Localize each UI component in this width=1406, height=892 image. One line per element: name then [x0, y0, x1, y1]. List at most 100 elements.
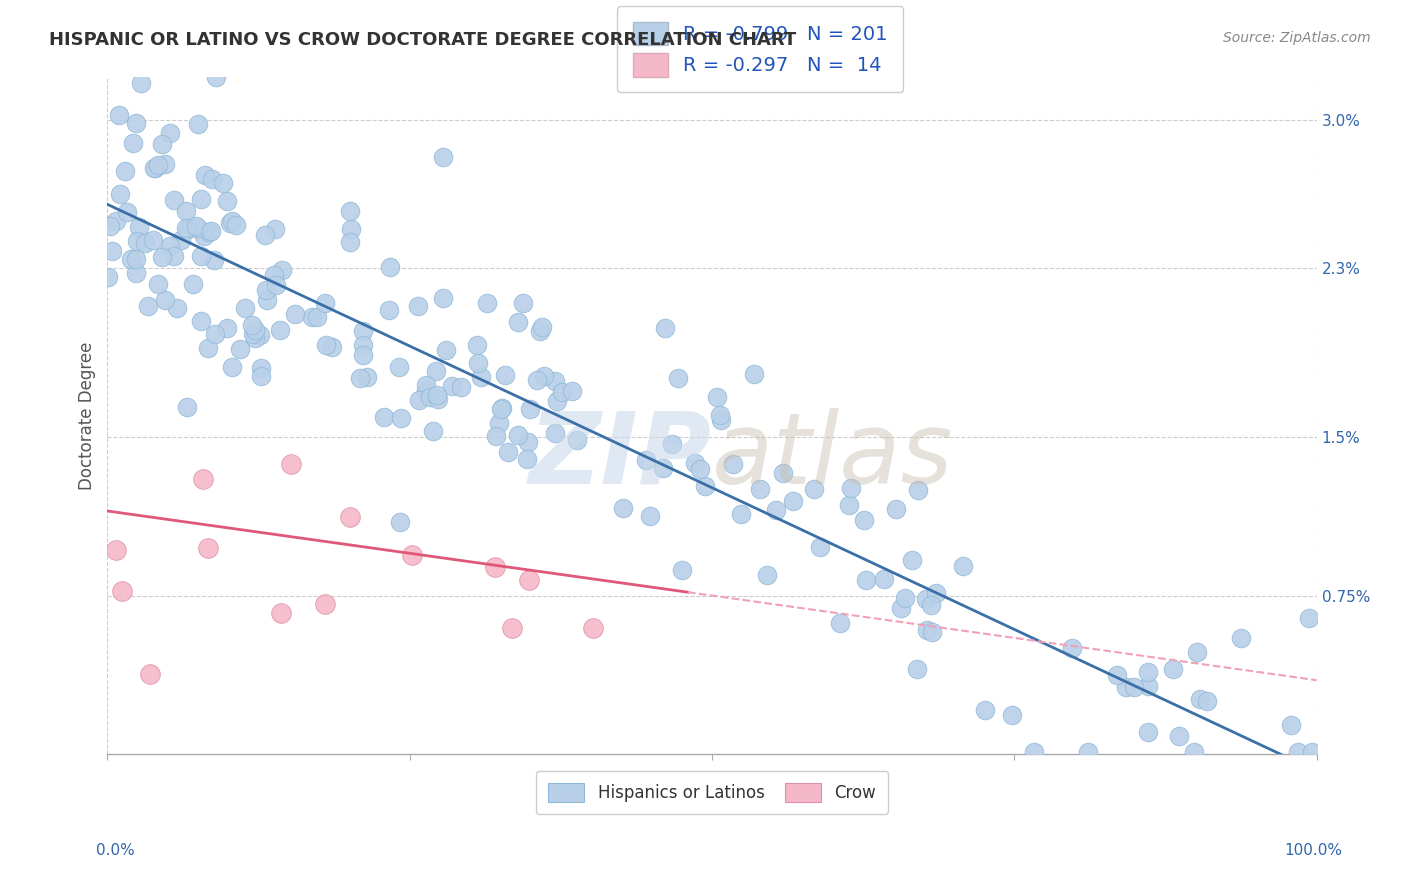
Point [256, 293, 278, 307]
Point [340, 221, 363, 235]
Point [440, 379, 463, 393]
Point [519, 402, 541, 417]
Point [229, 342, 252, 356]
Point [530, 320, 553, 334]
Point [516, 452, 538, 467]
Point [636, 453, 658, 467]
Point [190, 192, 212, 206]
Point [920, 598, 942, 612]
Point [339, 509, 361, 524]
Point [1230, 631, 1253, 645]
Point [264, 221, 287, 235]
Point [163, 249, 186, 263]
Point [111, 583, 134, 598]
Point [249, 327, 271, 342]
Point [225, 218, 247, 232]
Point [352, 324, 374, 338]
Point [242, 326, 264, 341]
Point [120, 252, 142, 266]
Point [756, 568, 779, 582]
Point [349, 371, 371, 385]
Point [506, 427, 529, 442]
Point [187, 220, 209, 235]
Point [543, 374, 565, 388]
Point [1137, 665, 1160, 679]
Point [215, 321, 238, 335]
Point [654, 321, 676, 335]
Point [415, 377, 437, 392]
Point [475, 295, 498, 310]
Point [101, 244, 124, 259]
Point [202, 252, 225, 267]
Point [305, 310, 328, 324]
Point [107, 108, 129, 122]
Point [546, 393, 568, 408]
Point [339, 235, 361, 249]
Point [125, 266, 148, 280]
Point [190, 313, 212, 327]
Point [176, 204, 198, 219]
Point [243, 323, 266, 337]
Point [721, 457, 744, 471]
Point [122, 136, 145, 150]
Point [1195, 694, 1218, 708]
Point [378, 260, 401, 274]
Point [432, 151, 454, 165]
Text: 0.0%: 0.0% [96, 843, 135, 858]
Point [269, 323, 291, 337]
Point [280, 457, 302, 471]
Point [125, 116, 148, 130]
Point [1167, 729, 1189, 743]
Point [567, 434, 589, 448]
Point [422, 424, 444, 438]
Point [1137, 725, 1160, 739]
Y-axis label: Doctorate Degree: Doctorate Degree [79, 342, 96, 490]
Point [921, 625, 943, 640]
Point [190, 249, 212, 263]
Point [152, 137, 174, 152]
Point [890, 601, 912, 615]
Point [488, 416, 510, 430]
Point [425, 364, 447, 378]
Point [828, 615, 851, 630]
Point [145, 161, 167, 176]
Point [561, 384, 583, 398]
Point [1286, 745, 1309, 759]
Point [339, 204, 361, 219]
Point [352, 338, 374, 352]
Point [174, 221, 197, 235]
Point [373, 410, 395, 425]
Point [159, 238, 181, 252]
Point [114, 164, 136, 178]
Point [772, 466, 794, 480]
Point [1161, 662, 1184, 676]
Point [249, 369, 271, 384]
Point [638, 509, 661, 524]
Point [905, 662, 928, 676]
Point [205, 70, 228, 85]
Point [533, 369, 555, 384]
Point [134, 236, 156, 251]
Point [512, 295, 534, 310]
Point [264, 278, 287, 293]
Point [356, 370, 378, 384]
Point [952, 559, 974, 574]
Legend: Hispanics or Latinos, Crow: Hispanics or Latinos, Crow [536, 771, 889, 814]
Point [803, 482, 825, 496]
Point [221, 359, 243, 374]
Point [169, 233, 191, 247]
Point [218, 216, 240, 230]
Point [378, 303, 401, 318]
Point [136, 299, 159, 313]
Point [1062, 641, 1084, 656]
Point [1105, 667, 1128, 681]
Point [973, 703, 995, 717]
Point [501, 621, 523, 635]
Point [204, 326, 226, 341]
Text: atlas: atlas [711, 408, 953, 505]
Text: ZIP: ZIP [529, 408, 711, 505]
Point [401, 548, 423, 562]
Point [853, 513, 876, 527]
Point [159, 126, 181, 140]
Point [693, 479, 716, 493]
